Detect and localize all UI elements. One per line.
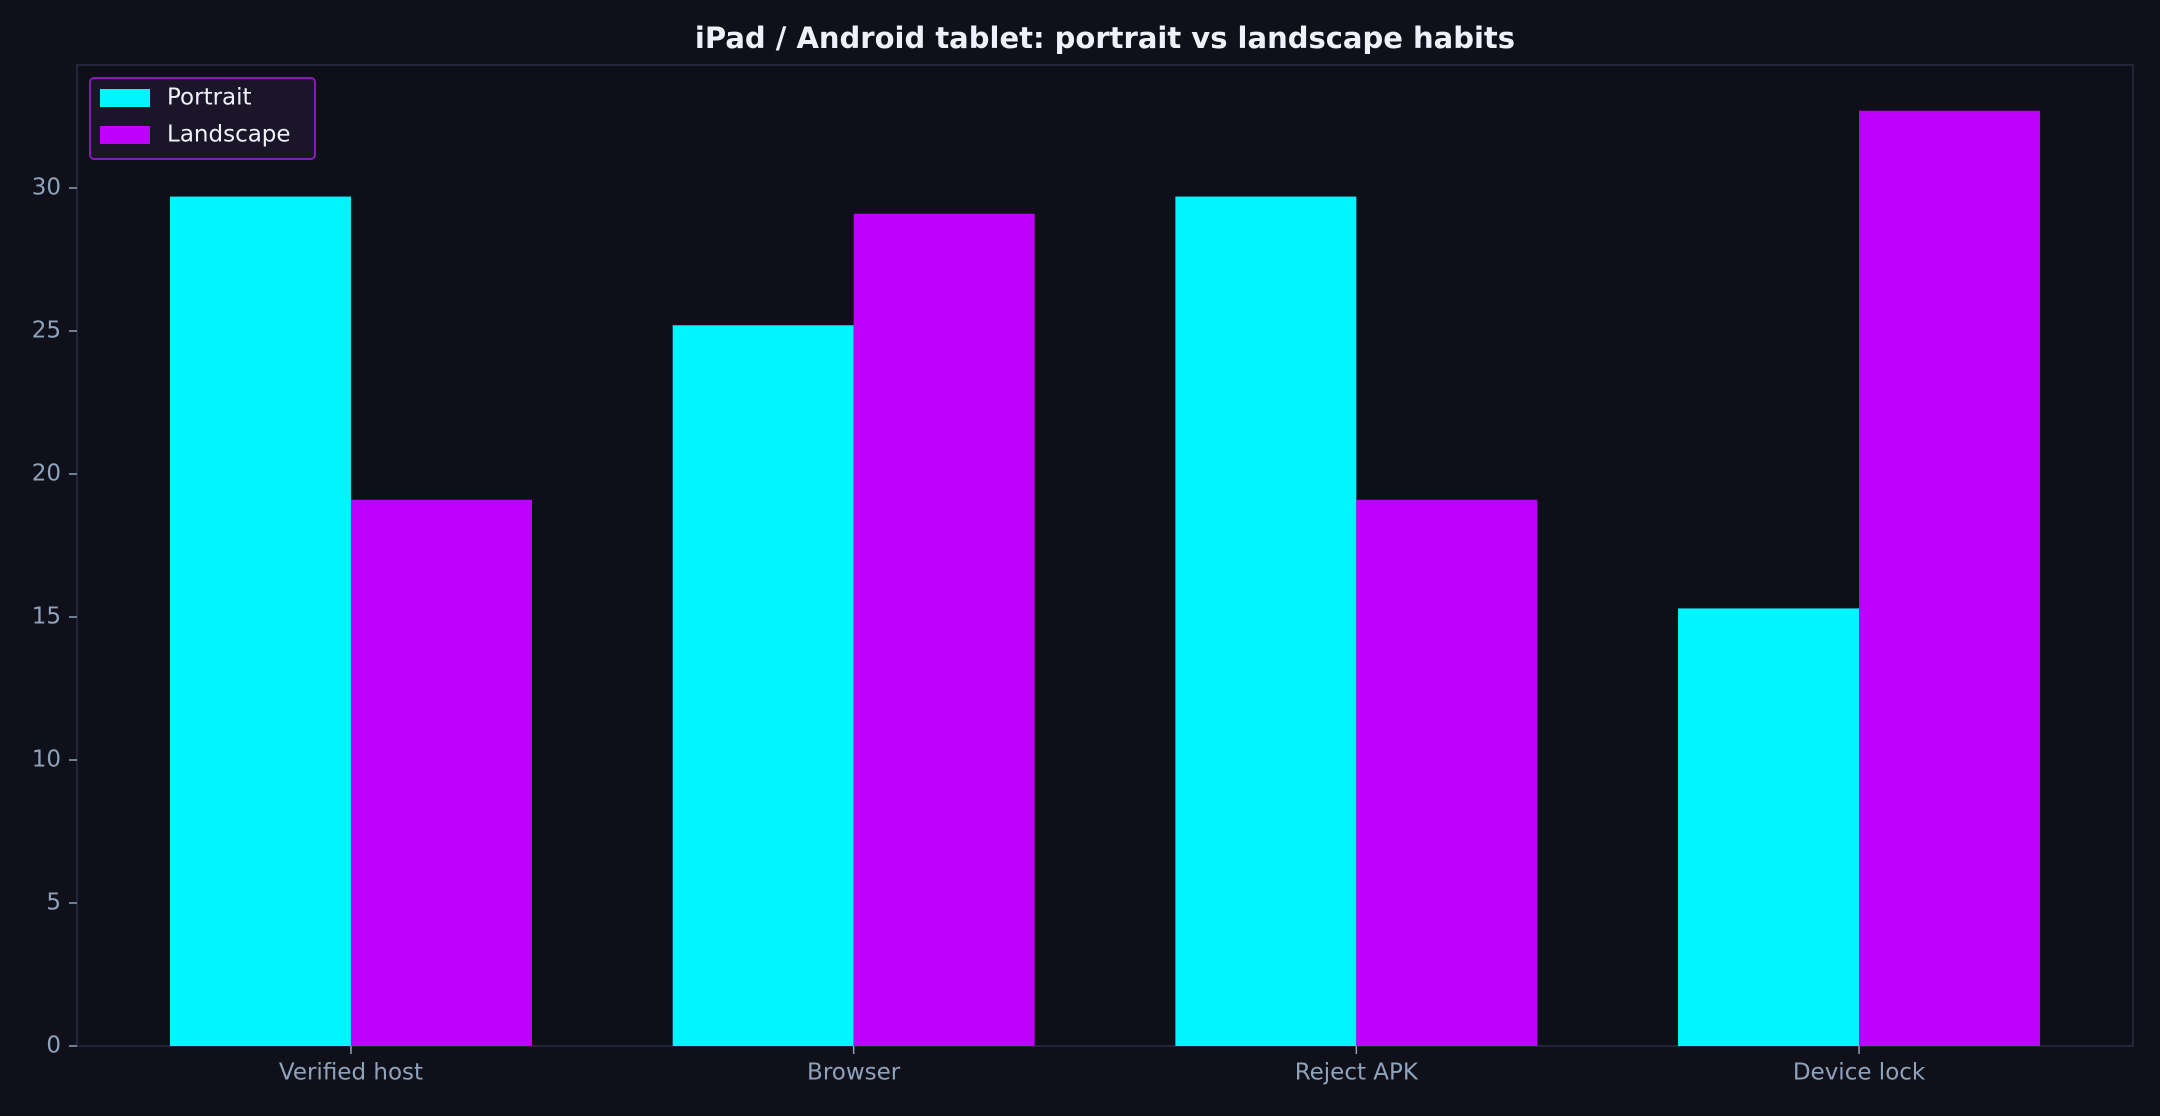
bar [1356,499,1538,1046]
bar [1678,608,1860,1046]
legend-swatch [100,126,150,144]
bar [169,196,351,1046]
bar [1175,196,1357,1046]
y-tick-label: 10 [32,746,61,772]
x-tick-label: Browser [807,1060,901,1086]
legend-label: Portrait [167,85,252,111]
y-tick-label: 5 [46,889,61,915]
x-tick-label: Device lock [1793,1060,1926,1086]
y-tick-label: 30 [32,174,61,200]
bar [853,213,1035,1047]
legend-swatch [100,89,150,107]
chart-title: iPad / Android tablet: portrait vs lands… [695,21,1515,55]
y-tick-label: 25 [32,317,61,343]
bar [1859,110,2041,1047]
y-tick-label: 15 [32,603,61,629]
x-tick-label: Reject APK [1295,1060,1419,1086]
legend-label: Landscape [167,122,291,148]
y-tick-label: 0 [46,1033,61,1059]
bar [350,499,532,1046]
y-tick-label: 20 [32,460,61,486]
bar [672,325,854,1046]
x-tick-label: Verified host [279,1060,423,1086]
